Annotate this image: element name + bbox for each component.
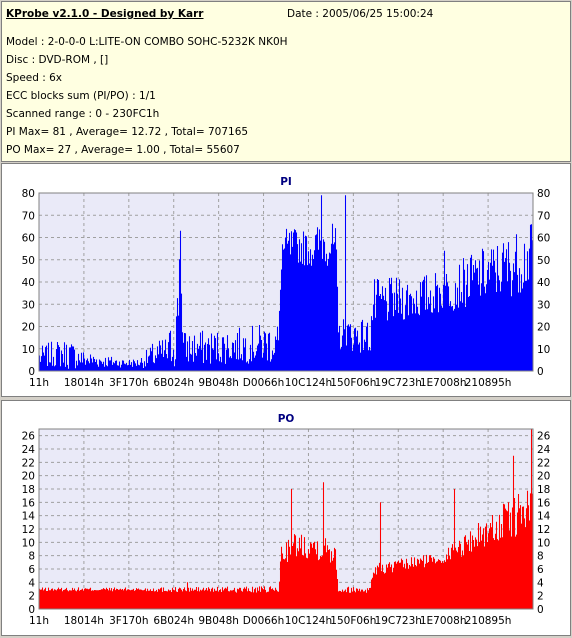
x-tick-label: 150F06h	[330, 615, 376, 627]
y-tick-label-left: 40	[22, 277, 35, 289]
disc-line: Disc : DVD-ROM , []	[6, 54, 109, 66]
y-tick-label-right: 20	[537, 322, 550, 334]
y-tick-label-left: 6	[28, 564, 35, 576]
x-tick-label: 18014h	[64, 615, 104, 627]
y-tick-label-right: 18	[537, 484, 550, 496]
y-tick-label-left: 26	[22, 431, 36, 443]
y-tick-label-right: 6	[537, 564, 544, 576]
x-tick-label: D0066h	[243, 377, 284, 389]
pi-chart: PI 0 0 10 10 20 20 30 30 40 40 50 50 60 60 70 70 80 80 11h 1…	[22, 176, 551, 389]
y-tick-label-right: 20	[537, 471, 550, 483]
y-tick-label-left: 22	[22, 457, 35, 469]
y-tick-label-left: 30	[22, 299, 35, 311]
x-tick-label: 19C723h	[375, 377, 422, 389]
y-tick-label-left: 10	[22, 344, 35, 356]
x-tick-label: 9B048h	[198, 377, 239, 389]
x-tick-label: 18014h	[64, 377, 104, 389]
pi-chart-panel: PI 0 0 10 10 20 20 30 30 40 40 50 50 60 60 70 70 80 80 11h 1…	[1, 163, 571, 397]
plot-frame	[38, 192, 534, 372]
y-tick-label-left: 10	[22, 537, 35, 549]
y-tick-label-left: 2	[28, 591, 35, 603]
y-tick-label-right: 0	[537, 604, 544, 616]
y-tick-label-left: 0	[28, 366, 35, 378]
y-tick-label-right: 10	[537, 537, 550, 549]
x-tick-label: 6B024h	[153, 377, 194, 389]
y-tick-label-left: 16	[22, 497, 36, 509]
y-tick-label-left: 18	[22, 484, 35, 496]
ecc-line: ECC blocks sum (PI/PO) : 1/1	[6, 90, 156, 102]
x-tick-label: 19C723h	[375, 615, 422, 627]
y-tick-label-left: 14	[22, 511, 36, 523]
x-tick-label: 210895h	[465, 377, 512, 389]
speed-line: Speed : 6x	[6, 72, 63, 84]
chart-title: PO	[278, 413, 295, 425]
y-tick-label-right: 8	[537, 551, 544, 563]
y-tick-label-right: 14	[537, 511, 551, 523]
y-tick-label-left: 60	[22, 233, 35, 245]
y-tick-label-right: 60	[537, 233, 550, 245]
y-tick-label-right: 24	[537, 444, 551, 456]
po-stats-line: PO Max= 27 , Average= 1.00 , Total= 5560…	[6, 144, 240, 156]
y-tick-label-left: 20	[22, 471, 35, 483]
y-tick-label-right: 0	[537, 366, 544, 378]
x-tick-label: 6B024h	[153, 615, 194, 627]
chart-title: PI	[280, 176, 292, 188]
y-tick-label-left: 20	[22, 322, 35, 334]
y-tick-label-right: 12	[537, 524, 550, 536]
x-tick-label: 10C124h	[285, 377, 332, 389]
x-tick-label: 3F170h	[109, 615, 148, 627]
x-tick-label: 9B048h	[198, 615, 239, 627]
y-tick-label-right: 4	[537, 577, 544, 589]
y-tick-label-left: 12	[22, 524, 35, 536]
y-tick-label-left: 4	[28, 577, 35, 589]
range-line: Scanned range : 0 - 230FC1h	[6, 108, 160, 120]
x-tick-label: 1E7008h	[420, 615, 467, 627]
y-tick-label-right: 80	[537, 188, 550, 200]
x-tick-label: 3F170h	[109, 377, 148, 389]
y-tick-label-left: 0	[28, 604, 35, 616]
model-line: Model : 2-0-0-0 L:LITE-ON COMBO SOHC-523…	[6, 36, 288, 48]
y-tick-label-left: 80	[22, 188, 35, 200]
y-tick-label-right: 2	[537, 591, 544, 603]
y-tick-label-right: 10	[537, 344, 550, 356]
y-tick-label-right: 30	[537, 299, 550, 311]
y-tick-label-left: 50	[22, 255, 35, 267]
y-tick-label-right: 22	[537, 457, 550, 469]
y-tick-label-right: 40	[537, 277, 550, 289]
x-tick-label: 150F06h	[330, 377, 376, 389]
x-tick-label: 11h	[29, 615, 49, 627]
plot-frame	[38, 428, 534, 610]
app-title: KProbe v2.1.0 - Designed by Karr	[6, 8, 204, 20]
x-tick-label: 10C124h	[285, 615, 332, 627]
y-tick-label-left: 8	[28, 551, 35, 563]
y-tick-label-left: 70	[22, 210, 35, 222]
scan-date: Date : 2005/06/25 15:00:24	[287, 8, 434, 20]
y-tick-label-right: 16	[537, 497, 551, 509]
x-tick-label: 1E7008h	[420, 377, 467, 389]
y-tick-label-left: 24	[22, 444, 36, 456]
info-panel: KProbe v2.1.0 - Designed by Karr Date : …	[1, 1, 571, 162]
x-tick-label: D0066h	[243, 615, 284, 627]
x-tick-label: 210895h	[465, 615, 512, 627]
y-tick-label-right: 70	[537, 210, 550, 222]
pi-stats-line: PI Max= 81 , Average= 12.72 , Total= 707…	[6, 126, 249, 138]
y-tick-label-right: 26	[537, 431, 551, 443]
po-chart-panel: PO 0 0 2 2 4 4 6 6 8 8 10 10 12 12 14 14 16 16 18 18 20 20 22 22…	[1, 400, 571, 636]
x-tick-label: 11h	[29, 377, 49, 389]
y-tick-label-right: 50	[537, 255, 550, 267]
